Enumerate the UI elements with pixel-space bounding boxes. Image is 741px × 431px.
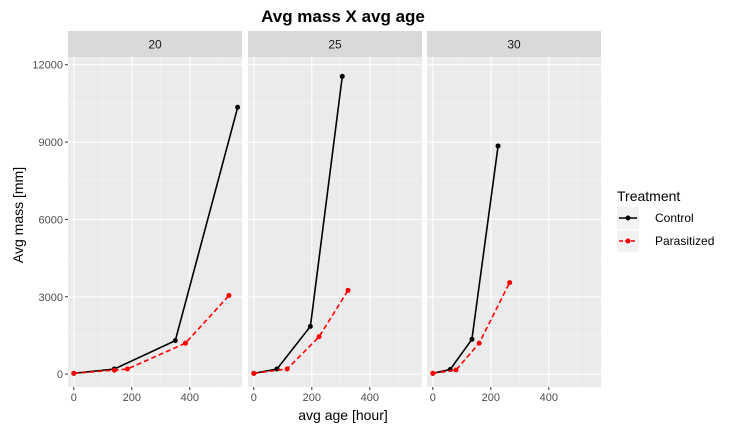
series-line-parasitized — [253, 289, 349, 375]
data-point-parasitized — [182, 340, 188, 346]
x-tick-label: 200 — [123, 392, 141, 404]
data-point-control — [339, 73, 345, 79]
facet-strip-label: 20 — [148, 38, 162, 52]
legend: Treatment Control Parasitized — [617, 188, 714, 252]
data-point-parasitized — [284, 366, 290, 372]
y-tick-label: 3000 — [39, 292, 63, 304]
facet-strip-label: 25 — [328, 38, 342, 52]
data-point-parasitized — [71, 370, 77, 376]
series-line-parasitized — [432, 282, 511, 375]
panel-background — [427, 57, 601, 387]
data-point-control — [172, 338, 178, 344]
facet-strip — [248, 31, 422, 57]
x-tick-label: 0 — [71, 392, 77, 404]
x-tick-label: 200 — [303, 392, 321, 404]
data-point-parasitized — [251, 370, 257, 376]
y-axis: 0 3000 6000 9000 12000 — [32, 60, 68, 381]
data-point-control — [307, 323, 313, 329]
y-axis-title: Avg mass [mm] — [10, 167, 26, 263]
facet-panel-30: 30 0 200 400 — [427, 31, 601, 404]
data-point-parasitized — [345, 287, 351, 293]
data-point-parasitized — [507, 280, 513, 286]
legend-item-control: Control — [617, 207, 694, 229]
legend-title: Treatment — [617, 188, 680, 204]
legend-key-point — [625, 215, 631, 221]
x-tick-label: 400 — [361, 392, 379, 404]
legend-key-point — [625, 238, 631, 244]
data-point-parasitized — [124, 366, 130, 372]
series-line-parasitized — [73, 294, 230, 375]
data-point-parasitized — [430, 370, 436, 376]
chart-title: Avg mass X avg age — [261, 7, 425, 26]
y-tick-label: 0 — [57, 369, 63, 381]
data-point-parasitized — [316, 334, 322, 340]
data-point-parasitized — [226, 292, 232, 298]
x-axis-title: avg age [hour] — [298, 407, 388, 423]
x-tick-label: 400 — [540, 392, 558, 404]
x-tick-label: 400 — [181, 392, 199, 404]
y-tick-label: 12000 — [32, 60, 63, 72]
data-point-parasitized — [111, 367, 117, 373]
legend-label: Control — [655, 211, 694, 225]
data-point-parasitized — [476, 340, 482, 346]
data-point-control — [235, 104, 241, 110]
data-point-parasitized — [453, 367, 459, 373]
y-tick-label: 6000 — [39, 214, 63, 226]
panel-background — [68, 57, 242, 387]
facet-panel-25: 25 0 200 400 — [248, 31, 422, 404]
facet-strip — [68, 31, 242, 57]
legend-item-parasitized: Parasitized — [617, 230, 714, 252]
panel-background — [248, 57, 422, 387]
facet-panel-20: 200 200 400 — [68, 31, 242, 404]
data-point-control — [469, 336, 475, 342]
x-tick-label: 0 — [430, 392, 436, 404]
x-tick-label: 0 — [251, 392, 257, 404]
y-tick-label: 9000 — [39, 137, 63, 149]
legend-label: Parasitized — [655, 234, 714, 248]
facet-strip-label: 30 — [507, 38, 521, 52]
data-point-control — [495, 143, 501, 149]
facet-strip — [427, 31, 601, 57]
x-tick-label: 200 — [482, 392, 500, 404]
